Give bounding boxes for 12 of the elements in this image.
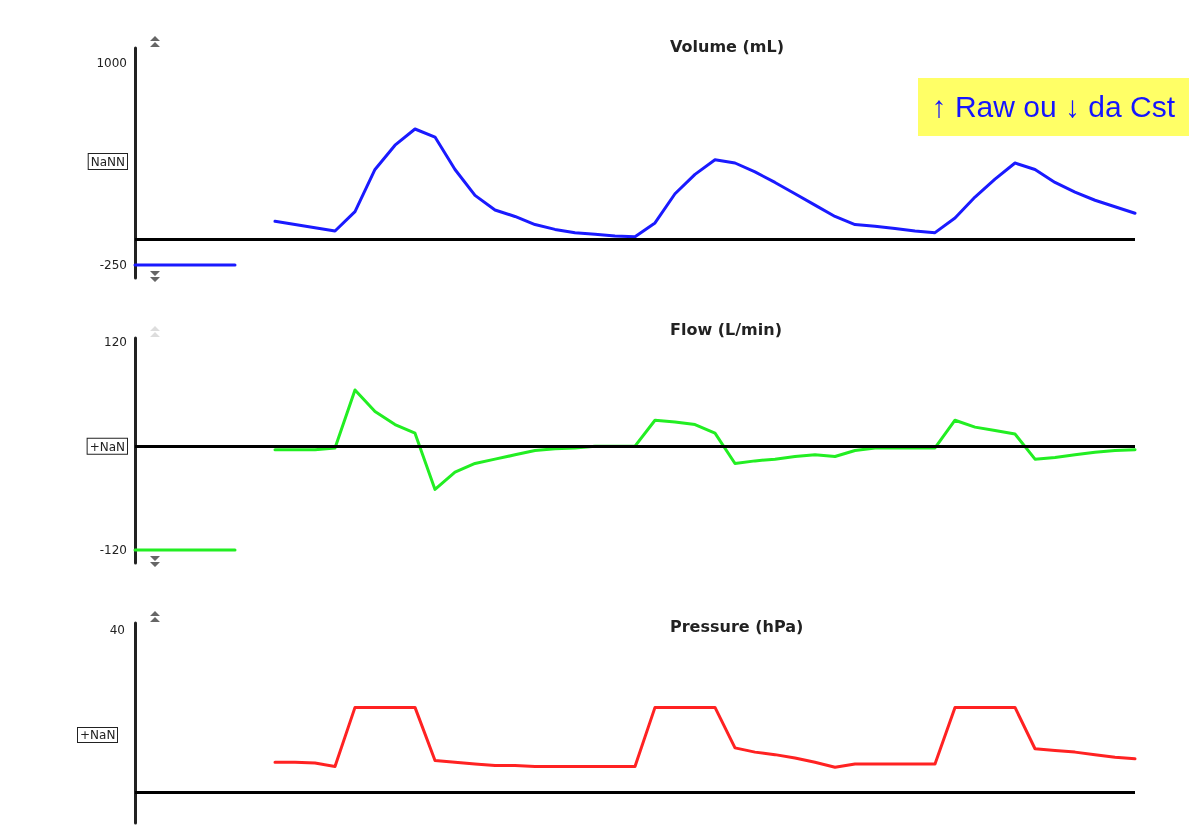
- chart-title: Volume (mL): [670, 36, 784, 56]
- chart-title: Pressure (hPa): [670, 616, 804, 636]
- y-tick-label: 120: [104, 335, 127, 350]
- chart-title: Flow (L/min): [670, 319, 782, 339]
- y-tick-label: +NaN: [89, 439, 125, 454]
- line-series: [273, 127, 1137, 239]
- y-tick-label: -250: [99, 258, 127, 273]
- annotation: ↑ Raw ou ↓ da Cst: [917, 78, 1189, 136]
- y-tick-label: -120: [99, 543, 127, 558]
- y-tick-label: NaNN: [90, 154, 125, 169]
- text: 40: [108, 623, 125, 638]
- y-tick-label: 1000: [96, 55, 127, 70]
